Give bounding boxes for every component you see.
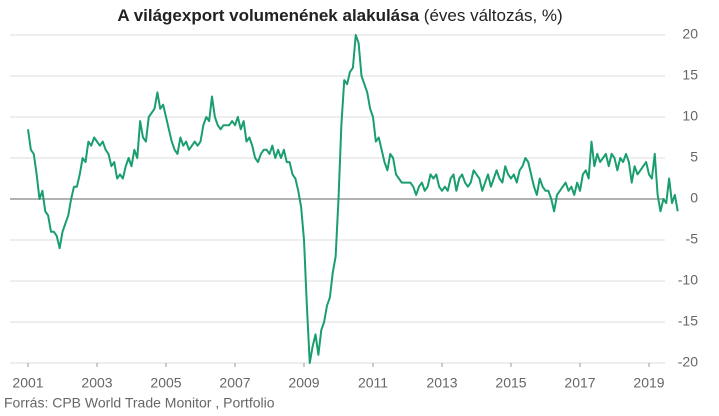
x-tick-label: 2017: [564, 375, 595, 391]
data-line: [27, 34, 679, 364]
y-tick-label: 5: [690, 149, 698, 165]
chart-subtitle: (éves változás, %): [424, 6, 563, 25]
x-tick-label: 2013: [426, 375, 457, 391]
chart-heading: A világexport volumenének alakulása (éve…: [117, 6, 562, 25]
y-tick-label: -10: [678, 272, 698, 288]
x-tick-label: 2005: [150, 375, 181, 391]
y-tick-label: 15: [682, 67, 698, 83]
x-tick-label: 2009: [288, 375, 319, 391]
y-tick-label: 20: [682, 26, 698, 42]
y-tick-label: 10: [682, 108, 698, 124]
x-tick-label: 2015: [495, 375, 526, 391]
y-tick-label: -5: [686, 231, 699, 247]
y-tick-label: -20: [678, 354, 698, 370]
x-tick-label: 2003: [81, 375, 112, 391]
x-tick-label: 2001: [12, 375, 43, 391]
x-tick-label: 2011: [358, 375, 388, 391]
x-tick-label: 2007: [219, 375, 250, 391]
source: Forrás: CPB World Trade Monitor , Portfo…: [4, 395, 275, 411]
x-tick-label: 2019: [633, 375, 664, 391]
y-tick-label: 0: [690, 190, 698, 206]
chart-title: A világexport volumenének alakulása: [117, 6, 419, 25]
y-tick-label: -15: [678, 313, 698, 329]
